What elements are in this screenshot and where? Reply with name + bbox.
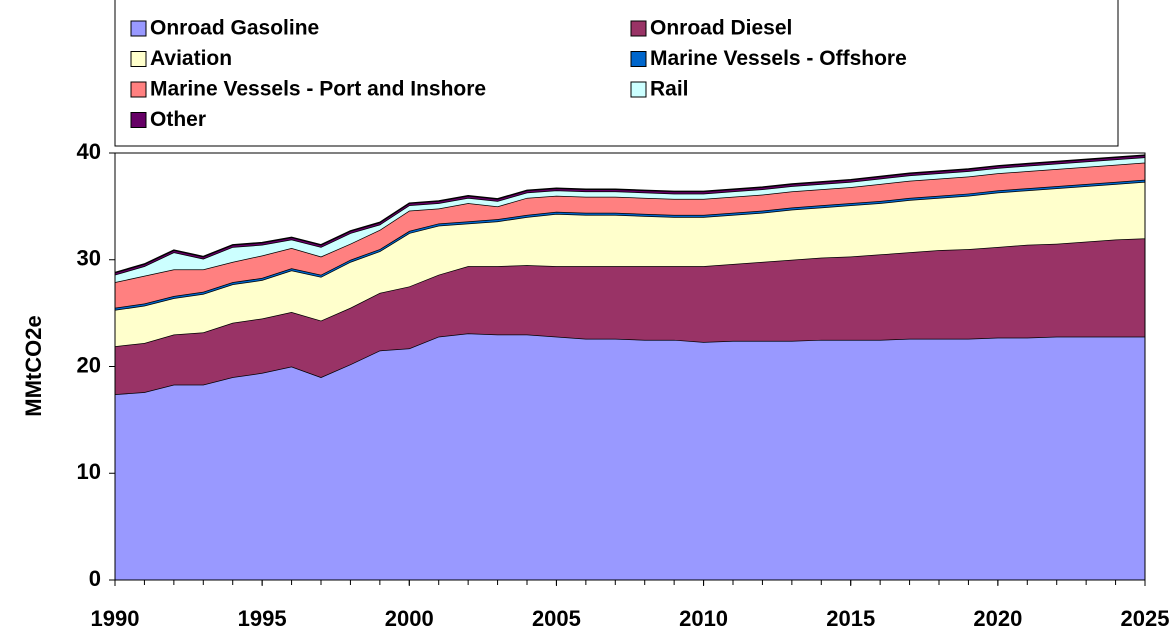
area-fill (115, 181, 1145, 347)
y-tick-label: 10 (77, 459, 101, 484)
legend-label: Marine Vessels - Port and Inshore (150, 78, 486, 101)
legend-swatch (630, 81, 647, 98)
x-tick-label: 2005 (532, 606, 581, 631)
legend-swatch (130, 81, 147, 98)
legend: Onroad Gasoline Onroad Diesel Aviation Mari… (114, 0, 1119, 147)
legend-swatch (130, 20, 147, 37)
x-tick-label: 2025 (1121, 606, 1170, 631)
y-tick-label: 20 (77, 352, 101, 377)
x-tick-label: 2000 (385, 606, 434, 631)
legend-box (114, 0, 1119, 147)
x-tick-label: 2020 (973, 606, 1022, 631)
x-tick-label: 1990 (91, 606, 140, 631)
area-fill (115, 333, 1145, 580)
legend-swatch (130, 51, 147, 67)
legend-label: Onroad Diesel (650, 17, 792, 40)
legend-label: Aviation (150, 47, 232, 70)
x-tick-label: 2015 (826, 606, 875, 631)
legend-label: Other (150, 108, 206, 131)
area-fill (115, 238, 1145, 395)
area-fill (115, 162, 1145, 308)
legend-swatch (630, 20, 647, 37)
legend-label: Marine Vessels - Offshore (650, 47, 907, 70)
y-tick-label: 30 (77, 246, 101, 271)
x-tick-label: 2010 (679, 606, 728, 631)
area-fill (115, 157, 1145, 283)
area-edge (114, 161, 1146, 283)
legend-swatch (630, 51, 647, 67)
legend-label: Rail (650, 78, 689, 101)
y-axis-label: MMtCO2e (21, 315, 46, 416)
area-edge (114, 154, 1146, 274)
y-tick-label: 40 (77, 139, 101, 164)
x-tick-label: 1995 (238, 606, 287, 631)
y-tick-label: 0 (89, 566, 101, 591)
legend-swatch (130, 112, 147, 128)
legend-label: Onroad Gasoline (150, 17, 319, 40)
